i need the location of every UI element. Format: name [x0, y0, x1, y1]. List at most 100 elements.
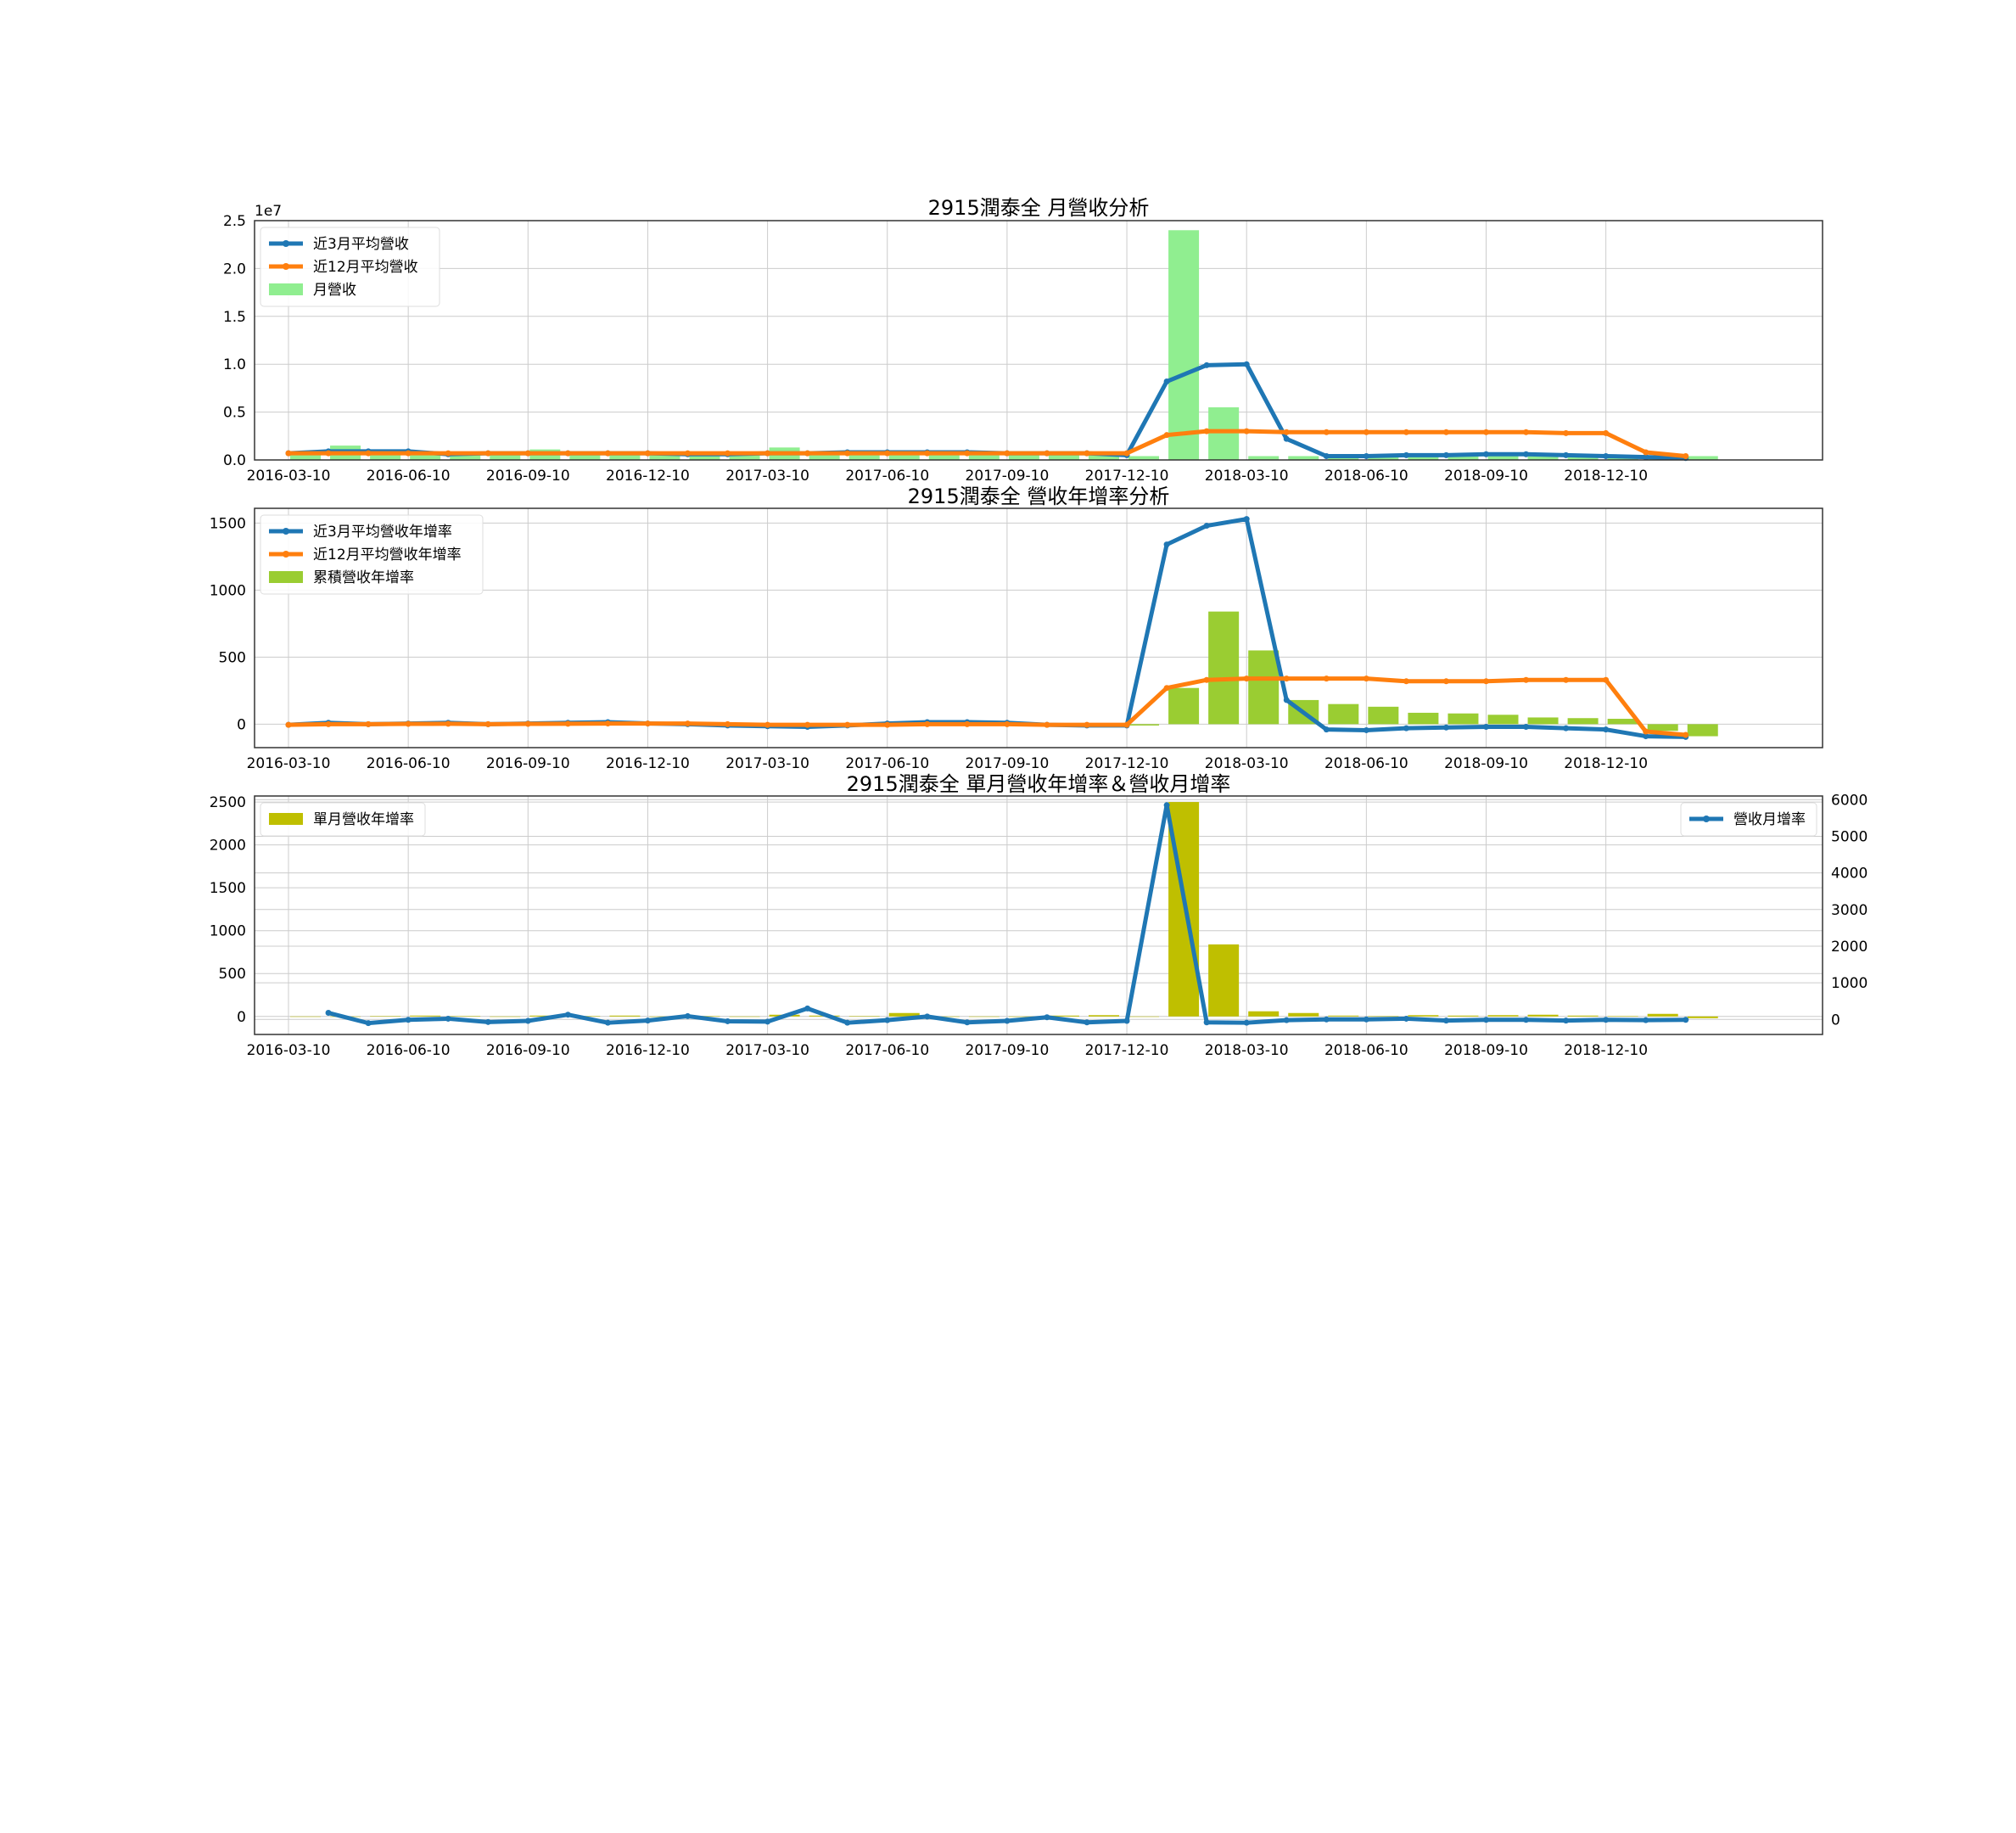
x-tick-label: 2018-09-10: [1444, 468, 1528, 485]
line-point-29: [1442, 429, 1449, 435]
chart-title: 2915潤泰全 營收年增率分析: [908, 485, 1170, 508]
x-tick-label: 2017-03-10: [725, 755, 809, 772]
line-point-32: [1563, 429, 1570, 436]
line-point-13: [804, 1005, 811, 1012]
bar-3: [410, 453, 441, 460]
bar-30: [1487, 455, 1519, 460]
line-point-26: [1323, 429, 1330, 435]
bar-25: [1288, 1012, 1319, 1017]
line-point-10: [685, 1012, 691, 1019]
bar-29: [1448, 455, 1479, 460]
bar-5: [490, 454, 521, 460]
line-point-4: [445, 450, 451, 457]
x-tick-label: 2017-03-10: [725, 1042, 809, 1059]
legend-marker: [283, 240, 289, 247]
line-point-2: [365, 720, 372, 727]
line-point-31: [1523, 1017, 1530, 1023]
y-right-tick-label: 4000: [1831, 866, 1868, 883]
legend-label: 單月營收年增率: [313, 811, 414, 828]
line-point-22: [1163, 802, 1170, 809]
line-point-23: [1203, 1019, 1210, 1026]
y-tick-label: 1500: [210, 515, 246, 532]
bar-22: [1168, 230, 1200, 460]
bar-23: [1208, 406, 1240, 460]
line-point-30: [1483, 724, 1489, 731]
x-tick-label: 2017-06-10: [845, 1042, 929, 1059]
line-point-25: [1283, 435, 1290, 442]
line-point-31: [1523, 676, 1530, 683]
line-point-8: [604, 1019, 611, 1026]
bar-8: [609, 454, 641, 460]
line-point-4: [445, 720, 451, 727]
bar-19: [1048, 1015, 1079, 1017]
legend-box: [1680, 802, 1817, 837]
bar-26: [1328, 703, 1359, 725]
line-point-7: [564, 720, 571, 727]
bar-29: [1448, 1015, 1479, 1017]
y-tick-label: 500: [219, 649, 246, 666]
line-point-2: [365, 450, 372, 457]
line-point-35: [1683, 452, 1689, 459]
line-point-3: [405, 720, 412, 727]
line-point-0: [285, 450, 292, 457]
line-point-28: [1403, 429, 1409, 435]
bar-22: [1168, 687, 1200, 725]
bar-25: [1288, 456, 1319, 460]
bar-30: [1487, 715, 1519, 725]
legend-right: 營收月增率: [1680, 802, 1817, 837]
y-tick-label: 500: [219, 966, 246, 983]
bar-2: [370, 1016, 401, 1017]
y-tick-label: 1000: [210, 923, 246, 940]
line-point-24: [1243, 675, 1250, 682]
line-point-22: [1163, 378, 1170, 385]
line-point-1: [325, 450, 332, 457]
x-tick-label: 2018-03-10: [1205, 468, 1289, 485]
y-tick-label: 0: [237, 1009, 246, 1026]
x-tick-label: 2016-12-10: [606, 468, 690, 485]
line-point-35: [1683, 732, 1689, 738]
bar-20: [1089, 1015, 1119, 1017]
bar-26: [1328, 457, 1359, 460]
line-point-32: [1563, 1017, 1570, 1024]
line-point-33: [1603, 429, 1610, 436]
x-tick-label: 2016-03-10: [247, 755, 331, 772]
x-tick-label: 2018-03-10: [1205, 1042, 1289, 1059]
line-point-33: [1603, 676, 1610, 683]
line-point-23: [1203, 428, 1210, 434]
y-tick-label: 0.5: [223, 405, 246, 422]
line-point-13: [804, 721, 811, 728]
bar-4: [450, 1016, 481, 1017]
x-tick-label: 2017-03-10: [725, 468, 809, 485]
bar-31: [1527, 455, 1559, 460]
bar-2: [370, 454, 401, 460]
legend-marker: [283, 263, 289, 270]
bar-6: [529, 1015, 561, 1017]
line-point-12: [764, 1018, 771, 1025]
line-point-22: [1163, 685, 1170, 692]
bar-0: [290, 455, 321, 460]
line-point-34: [1643, 454, 1649, 461]
line-point-25: [1283, 675, 1290, 682]
x-tick-label: 2017-12-10: [1085, 755, 1169, 772]
line-point-27: [1363, 726, 1369, 733]
line-series-1: [288, 362, 1686, 461]
legend-box: [260, 802, 426, 837]
legend-swatch: [269, 813, 303, 825]
line-point-9: [644, 720, 651, 727]
x-tick-label: 2018-09-10: [1444, 755, 1528, 772]
line-point-28: [1403, 678, 1409, 685]
line-point-17: [964, 1019, 971, 1026]
bar-16: [928, 454, 960, 460]
bar-24: [1248, 456, 1280, 460]
y-tick-label: 2.0: [223, 261, 246, 277]
bar-33: [1607, 1016, 1638, 1017]
line-point-27: [1363, 675, 1369, 682]
x-tick-label: 2016-09-10: [486, 1042, 570, 1059]
legend-label: 累積營收年增率: [313, 569, 414, 586]
bar-4: [450, 455, 481, 460]
line-point-33: [1603, 726, 1610, 733]
bar-23: [1208, 611, 1240, 725]
line-point-7: [564, 450, 571, 457]
bar-7: [569, 453, 601, 460]
line-point-34: [1643, 449, 1649, 456]
